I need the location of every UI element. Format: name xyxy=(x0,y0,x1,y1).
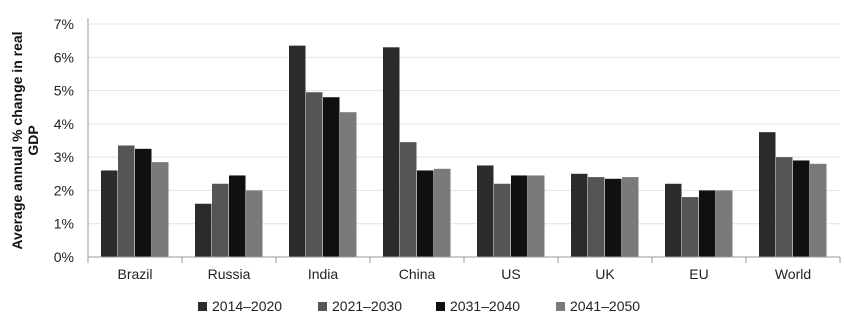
bar-india-0 xyxy=(289,45,306,258)
legend-label: 2041–2050 xyxy=(570,298,640,314)
x-category-label: Brazil xyxy=(117,266,152,282)
y-tick-label: 1% xyxy=(54,216,74,232)
bar-us-2 xyxy=(511,175,528,257)
bar-brazil-3 xyxy=(152,162,169,257)
bar-brazil-0 xyxy=(101,170,118,257)
bar-uk-1 xyxy=(588,177,605,257)
bar-brazil-1 xyxy=(118,145,135,257)
legend-swatch xyxy=(198,302,207,311)
y-tick-label: 7% xyxy=(54,16,74,32)
legend-swatch xyxy=(556,302,565,311)
bar-india-3 xyxy=(340,112,357,257)
bar-china-1 xyxy=(400,142,417,257)
bar-russia-1 xyxy=(212,183,229,257)
bar-china-2 xyxy=(417,170,434,257)
legend-label: 2031–2040 xyxy=(450,298,520,314)
bar-eu-0 xyxy=(665,183,682,257)
bar-eu-3 xyxy=(716,190,733,257)
bar-us-0 xyxy=(477,165,494,257)
x-category-label: EU xyxy=(689,266,708,282)
x-category-label: China xyxy=(399,266,436,282)
bar-world-1 xyxy=(776,157,793,257)
x-category-label: World xyxy=(775,266,811,282)
bar-uk-3 xyxy=(622,177,639,257)
x-category-label: India xyxy=(308,266,339,282)
x-category-label: UK xyxy=(595,266,615,282)
y-tick-label: 6% xyxy=(54,49,74,65)
legend-swatch xyxy=(436,302,445,311)
x-category-label: US xyxy=(501,266,520,282)
bar-russia-0 xyxy=(195,203,212,257)
bar-uk-2 xyxy=(605,178,622,257)
bar-brazil-2 xyxy=(135,148,152,257)
bar-eu-1 xyxy=(682,197,699,257)
bar-uk-0 xyxy=(571,173,588,257)
y-tick-label: 2% xyxy=(54,182,74,198)
legend-label: 2014–2020 xyxy=(212,298,282,314)
x-category-label: Russia xyxy=(208,266,251,282)
bar-india-2 xyxy=(323,97,340,257)
legend-swatch xyxy=(318,302,327,311)
legend-label: 2021–2030 xyxy=(332,298,402,314)
bar-india-1 xyxy=(306,92,323,257)
bar-china-0 xyxy=(383,47,400,257)
bar-world-0 xyxy=(759,132,776,257)
bar-us-1 xyxy=(494,183,511,257)
bar-russia-3 xyxy=(246,190,263,257)
y-tick-label: 0% xyxy=(54,249,74,265)
bar-world-2 xyxy=(793,160,810,257)
bar-us-3 xyxy=(528,175,545,257)
bar-china-3 xyxy=(434,168,451,257)
y-tick-label: 3% xyxy=(54,149,74,165)
bar-world-3 xyxy=(810,163,827,257)
bar-russia-2 xyxy=(229,175,246,257)
y-tick-label: 5% xyxy=(54,83,74,99)
bar-eu-2 xyxy=(699,190,716,257)
y-axis-label: Average annual % change in realGDP xyxy=(9,31,41,249)
y-tick-label: 4% xyxy=(54,116,74,132)
